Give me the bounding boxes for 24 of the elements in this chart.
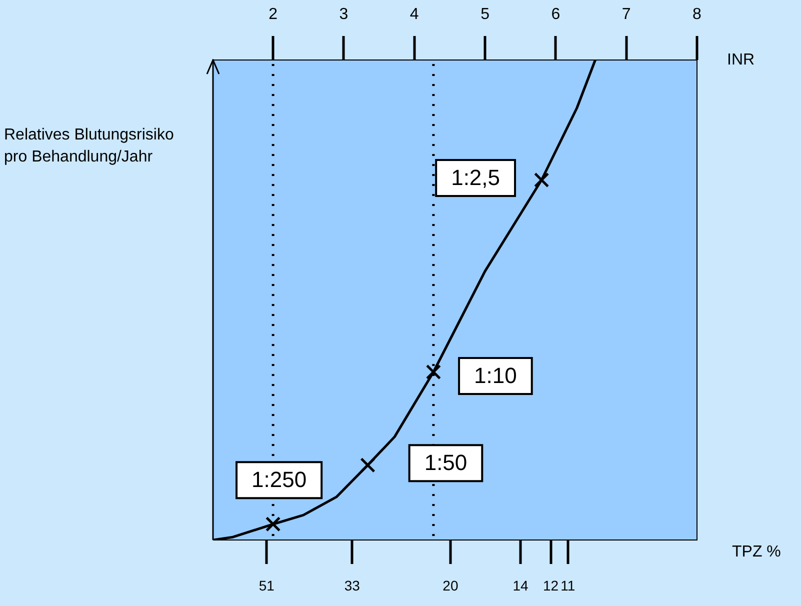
annotation: 1:10 xyxy=(474,363,517,388)
x-tick-label: 2 xyxy=(268,6,278,23)
x-tick-label: 6 xyxy=(551,6,560,23)
x2-tick-label: 33 xyxy=(344,577,360,594)
annotation: 1:50 xyxy=(424,450,468,476)
x2-tick-label: 51 xyxy=(258,577,275,594)
annotation: 1:2,5 xyxy=(451,165,500,190)
x2-tick-label: 12 xyxy=(542,577,559,594)
point xyxy=(534,172,550,188)
x-axis-title: INR xyxy=(727,51,755,68)
point xyxy=(265,516,281,532)
x2-tick-label: 11 xyxy=(560,577,576,594)
x-tick-label: 8 xyxy=(692,6,702,23)
x2-axis-title: TPZ % xyxy=(732,543,781,560)
x-tick-label: 3 xyxy=(339,6,348,23)
x2-tick-label: 20 xyxy=(442,577,458,594)
x-tick-label: 7 xyxy=(622,6,631,23)
point xyxy=(426,364,442,380)
point xyxy=(360,458,376,473)
annotation: 1:250 xyxy=(252,467,307,492)
x2-tick-label: 14 xyxy=(512,577,529,594)
y-axis-title: Relatives Blutungsrisiko pro Behandlung/Jahr xyxy=(4,126,174,166)
x-tick-label: 5 xyxy=(480,6,490,23)
x-tick-label: 4 xyxy=(410,6,419,23)
